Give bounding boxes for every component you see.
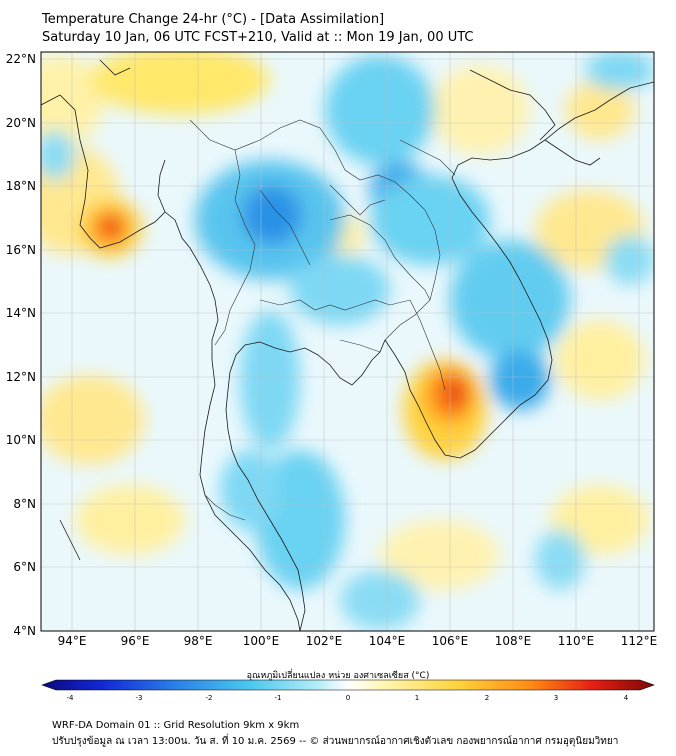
lat-label-20n: 20°N bbox=[5, 116, 36, 130]
lat-label-16n: 16°N bbox=[5, 243, 36, 257]
lat-label-4n: 4°N bbox=[13, 624, 36, 638]
lon-label-102e: 102°E bbox=[305, 634, 343, 648]
colorbar-tick: 0 bbox=[345, 694, 351, 702]
lon-label-108e: 108°E bbox=[494, 634, 532, 648]
country-borders bbox=[189, 119, 456, 521]
coastlines bbox=[41, 59, 654, 631]
colorbar-tick: 1 bbox=[414, 694, 420, 702]
colorbar-tick: -3 bbox=[135, 694, 143, 702]
colorbar-tick: -4 bbox=[66, 694, 74, 702]
map-title: Temperature Change 24-hr (°C) - [Data As… bbox=[42, 12, 385, 27]
lon-label-96e: 96°E bbox=[120, 634, 150, 648]
lat-label-18n: 18°N bbox=[5, 179, 36, 193]
lat-label-22n: 22°N bbox=[5, 52, 36, 66]
map-gridlines bbox=[41, 52, 654, 631]
colorbar-title: อุณหภูมิเปลี่ยนแปลง หน่วย องศาเซลเซียส (… bbox=[246, 671, 430, 681]
lon-label-94e: 94°E bbox=[57, 634, 87, 648]
colorbar bbox=[41, 679, 655, 691]
temperature-field bbox=[41, 52, 654, 631]
lon-label-112e: 112°E bbox=[620, 634, 658, 648]
colorbar-tick: -2 bbox=[205, 694, 213, 702]
map-subtitle: Saturday 10 Jan, 06 UTC FCST+210, Valid … bbox=[42, 30, 474, 45]
lat-label-8n: 8°N bbox=[13, 497, 36, 511]
lat-label-10n: 10°N bbox=[5, 433, 36, 447]
colorbar-tick: -1 bbox=[274, 694, 282, 702]
lat-label-12n: 12°N bbox=[5, 370, 36, 384]
footer-model-info: WRF-DA Domain 01 :: Grid Resolution 9km … bbox=[52, 720, 300, 731]
colorbar-tick: 2 bbox=[484, 694, 490, 702]
lon-label-104e: 104°E bbox=[368, 634, 406, 648]
colorbar-tick: 3 bbox=[553, 694, 559, 702]
lon-label-110e: 110°E bbox=[557, 634, 595, 648]
lon-label-100e: 100°E bbox=[242, 634, 280, 648]
lat-label-6n: 6°N bbox=[13, 560, 36, 574]
footer-credit: ปรับปรุงข้อมูล ณ เวลา 13:00น. วัน ส. ที่… bbox=[52, 736, 619, 747]
lon-label-98e: 98°E bbox=[183, 634, 213, 648]
lat-label-14n: 14°N bbox=[5, 306, 36, 320]
lon-label-106e: 106°E bbox=[431, 634, 469, 648]
colorbar-tick: 4 bbox=[623, 694, 629, 702]
